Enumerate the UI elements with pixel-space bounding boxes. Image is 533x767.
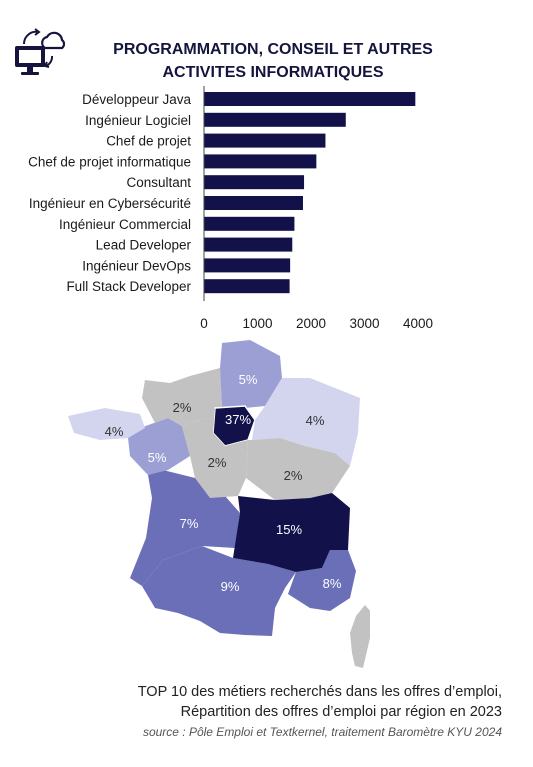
bar-chart: Développeur Java Ingénieur Logiciel Chef d… <box>28 86 433 331</box>
caption-line-1: TOP 10 des métiers recherchés dans les o… <box>137 684 502 700</box>
map-label-hauts-de-france: 5% <box>239 372 258 387</box>
caption-line-2: Répartition des offres d’emploi par régi… <box>180 704 502 720</box>
bar <box>204 92 416 106</box>
x-tick-label: 2000 <box>296 316 326 331</box>
region-pays-de-la-loire <box>128 418 190 475</box>
category-label: Chef de projet informatique <box>28 154 191 169</box>
map-label-bretagne: 4% <box>105 424 124 439</box>
region-corse <box>350 605 370 668</box>
category-label: Consultant <box>126 175 191 190</box>
bar <box>204 175 305 190</box>
map-label-bourgogne-franche-comte: 2% <box>284 468 303 483</box>
title-line-2: ACTIVITES INFORMATIQUES <box>162 64 384 81</box>
region-auvergne-rhone-alpes <box>233 493 350 572</box>
region-nouvelle-aquitaine <box>130 470 240 586</box>
region-occitanie <box>142 546 296 636</box>
region-provence-alpes-cote-dazur <box>288 550 356 611</box>
bar <box>204 258 291 273</box>
bar <box>204 112 346 127</box>
map-label-pays-de-la-loire: 5% <box>148 450 167 465</box>
category-label: Chef de projet <box>106 134 191 149</box>
computer-cloud-sync-icon <box>15 28 66 75</box>
source-note: source : Pôle Emploi et Textkernel, trai… <box>142 725 502 739</box>
x-tick-label: 1000 <box>242 316 272 331</box>
map-label-occitanie: 9% <box>221 579 240 594</box>
region-bourgogne-franche-comte <box>246 438 350 500</box>
region-hauts-de-france <box>220 340 282 408</box>
map-label-ile-de-france: 37% <box>225 412 251 427</box>
category-label: Ingénieur Logiciel <box>85 113 191 128</box>
x-tick-label: 3000 <box>349 316 379 331</box>
category-label: Full Stack Developer <box>66 279 191 294</box>
region-centre-val-de-loire <box>182 408 248 498</box>
region-normandie <box>142 368 222 426</box>
title-line-1: PROGRAMMATION, CONSEIL ET AUTRES <box>113 41 433 58</box>
map-label-nouvelle-aquitaine: 7% <box>180 516 199 531</box>
x-tick-label: 0 <box>200 316 208 331</box>
bar <box>204 196 303 210</box>
france-regions-map: 37% 15% 9% 8% 7% 5% 5% 4% 4% 2% 2% 2% <box>68 340 370 668</box>
bar <box>204 279 290 294</box>
page-title: PROGRAMMATION, CONSEIL ET AUTRES ACTIVIT… <box>68 38 478 84</box>
bar <box>204 154 317 169</box>
category-label: Ingénieur en Cybersécurité <box>29 196 191 211</box>
bar <box>204 216 295 231</box>
map-label-centre-val-de-loire: 2% <box>208 455 227 470</box>
map-label-normandie: 2% <box>173 400 192 415</box>
map-label-provence-alpes-cote-dazur: 8% <box>323 576 342 591</box>
bar <box>204 133 326 148</box>
bar <box>204 237 293 252</box>
region-bretagne <box>68 408 145 440</box>
category-label: Développeur Java <box>82 92 191 107</box>
region-grand-est <box>252 378 360 466</box>
map-label-auvergne-rhone-alpes: 15% <box>276 522 302 537</box>
category-label: Ingénieur Commercial <box>59 217 191 232</box>
category-label: Ingénieur DevOps <box>82 258 191 273</box>
category-label: Lead Developer <box>96 238 192 253</box>
x-tick-label: 4000 <box>403 316 433 331</box>
map-label-grand-est: 4% <box>306 413 325 428</box>
